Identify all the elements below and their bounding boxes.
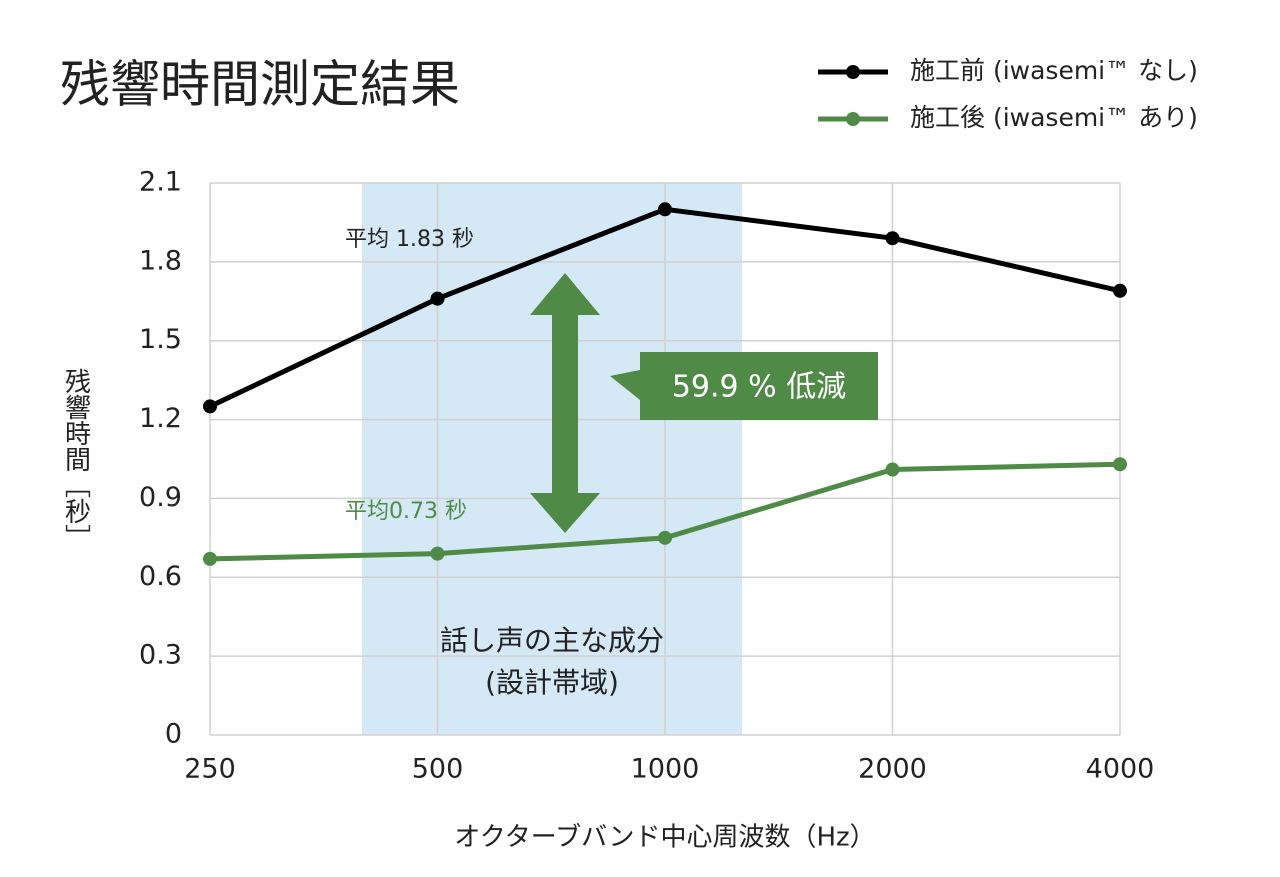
y-tick-label: 1.5 [139,324,182,355]
data-point [885,462,900,477]
legend-label: 施工前 (iwasemi™ なし) [910,56,1198,85]
legend-marker [846,112,860,126]
x-tick-label: 500 [412,754,464,785]
data-point [430,291,445,306]
x-tick-label: 1000 [631,754,700,785]
data-point [658,202,672,217]
annotation-before-avg: 平均 1.83 秒 [345,227,474,252]
x-tick-label: 4000 [1086,754,1155,785]
legend-label: 施工後 (iwasemi™ あり) [910,103,1198,132]
y-tick-label: 0.6 [139,561,182,592]
y-tick-label: 1.2 [139,403,182,434]
y-tick-label: 0 [165,719,182,750]
reduction-callout [610,352,878,420]
legend-marker [846,65,860,79]
data-point [203,399,217,414]
data-point [658,530,672,545]
data-point [885,231,900,246]
band-label-sub: (設計帯域) [485,666,619,699]
y-tick-label: 1.8 [139,245,182,276]
y-tick-label: 0.3 [139,640,182,671]
x-axis-label: オクターブバンド中心周波数（Hz） [454,823,875,853]
x-tick-label: 250 [184,754,236,785]
data-point [203,551,217,566]
annotation-after-avg: 平均0.73 秒 [345,499,467,524]
x-tick-label: 2000 [858,754,927,785]
data-point [1113,457,1127,472]
reduction-label: 59.9 % 低減 [672,370,846,405]
chart-title: 残響時間測定結果 [60,56,460,114]
data-point [1113,283,1127,298]
y-tick-label: 0.9 [139,482,182,513]
reduction-arrow [530,273,600,533]
y-tick-label: 2.1 [139,167,182,198]
data-point [430,546,445,561]
y-axis-label: 残響時間［秒］ [61,368,91,550]
band-label: 話し声の主な成分 [440,624,664,657]
